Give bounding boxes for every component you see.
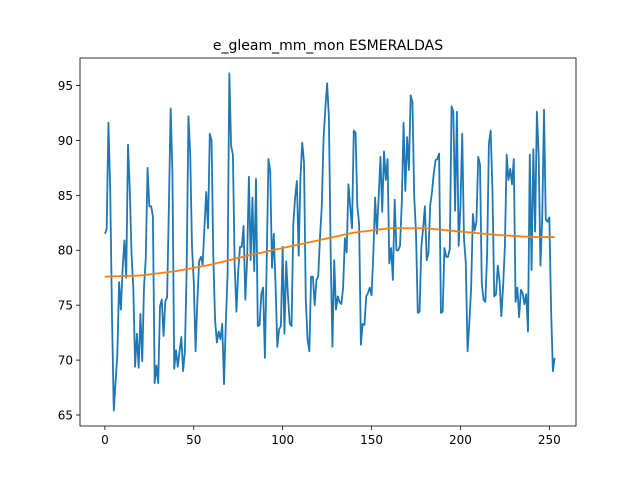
x-tick-label: 100 <box>271 433 294 447</box>
series-line-1 <box>104 72 556 412</box>
y-tick-label: 70 <box>58 354 73 368</box>
x-tick-label: 250 <box>538 433 561 447</box>
x-tick-label: 200 <box>449 433 472 447</box>
y-tick-label: 75 <box>58 299 73 313</box>
y-tick-label: 95 <box>58 79 73 93</box>
y-tick-label: 90 <box>58 134 73 148</box>
chart-title: e_gleam_mm_mon ESMERALDAS <box>213 38 443 54</box>
series-layer <box>104 72 556 412</box>
y-tick-label: 80 <box>58 244 73 258</box>
y-axis: 65 70 75 80 85 90 95 <box>58 79 80 423</box>
x-tick-label: 0 <box>101 433 109 447</box>
y-tick-label: 65 <box>58 409 73 423</box>
plot-area-frame <box>79 57 577 427</box>
x-axis: 0 50 100 150 200 250 <box>101 426 561 447</box>
y-tick-label: 85 <box>58 189 73 203</box>
x-tick-label: 50 <box>186 433 201 447</box>
x-tick-label: 150 <box>360 433 383 447</box>
series-line-2 <box>104 227 555 278</box>
